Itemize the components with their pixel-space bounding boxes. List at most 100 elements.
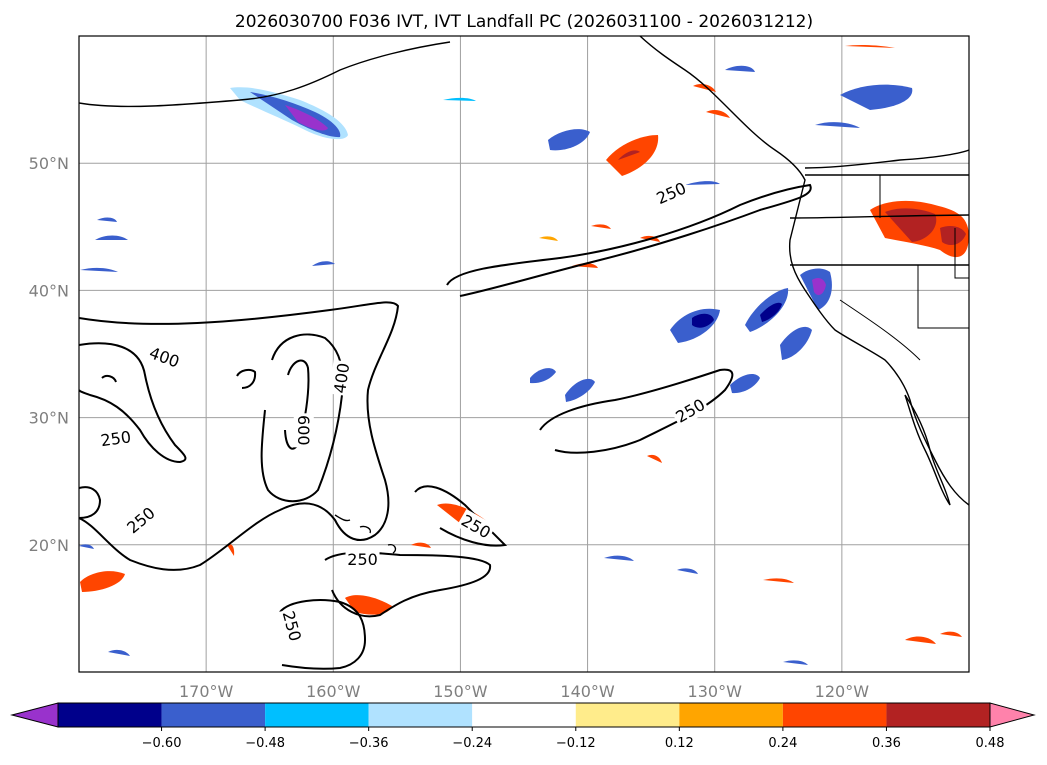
contour-label: 250 <box>345 549 380 570</box>
pc-neg-area <box>565 378 595 402</box>
colorbar-segment <box>161 703 266 727</box>
aleutian-coastline <box>79 41 451 108</box>
colorbar-segment <box>782 703 887 727</box>
contour-label: 400 <box>145 341 184 373</box>
pc-neg-area <box>725 65 755 72</box>
x-tick-label: 140°W <box>560 682 615 701</box>
ivt-contour-250-edge <box>79 486 102 519</box>
pc-pos-area <box>572 263 598 268</box>
canada-border <box>804 149 969 169</box>
state-border <box>839 299 921 361</box>
ivt-contour-600 <box>284 359 310 450</box>
pc-neg-area-canada <box>840 84 913 110</box>
pc-neg-area-coast-peak <box>812 277 826 296</box>
colorbar-tick-label: 0.24 <box>768 736 797 751</box>
pc-neg-area <box>604 555 634 561</box>
pc-pos-area <box>80 571 125 592</box>
hawaii-islands <box>359 525 372 534</box>
pc-pos-area-interior-core <box>940 226 966 246</box>
colorbar-tick-label: −0.60 <box>142 736 182 751</box>
contour-label-bg <box>293 413 314 448</box>
colorbar-tick-label: −0.48 <box>245 736 285 751</box>
pc-neg-area <box>312 261 335 266</box>
ivt-contour-400-center <box>260 333 344 503</box>
pc-neg-area <box>443 97 476 101</box>
contour-label-bg <box>278 606 307 645</box>
pc-pos-area <box>940 631 962 637</box>
x-axis-ticks: 170°W 160°W 150°W 140°W 130°W 120°W <box>179 682 869 701</box>
pc-neg-area <box>783 660 808 665</box>
colorbar-segment <box>472 703 576 727</box>
pc-pos-area <box>647 454 662 463</box>
pc-neg-area <box>530 368 556 384</box>
colorbar-tick-label: −0.12 <box>556 736 596 751</box>
pc-neg-area <box>780 326 812 360</box>
colorbar-tick-label: 0.12 <box>665 736 694 751</box>
colorbar-segment <box>265 703 369 727</box>
pc-pos-area <box>227 544 235 556</box>
y-tick-label: 20°N <box>29 536 69 555</box>
pc-pos-area <box>591 224 611 229</box>
colorbar-segment <box>575 703 680 727</box>
y-tick-label: 50°N <box>29 154 69 173</box>
ivt-contours <box>79 183 812 670</box>
colorbar-extend-min <box>10 702 59 728</box>
x-tick-label: 160°W <box>306 682 361 701</box>
ivt-contour-400 <box>79 342 187 464</box>
pc-pos-area <box>763 578 794 583</box>
x-tick-label: 150°W <box>433 682 488 701</box>
contour-label: 250 <box>97 425 134 451</box>
contour-label-bg <box>456 508 496 544</box>
pc-pos-area <box>845 44 895 48</box>
pc-pos-area <box>411 542 431 548</box>
north-america-coastline <box>639 36 969 506</box>
contour-label: 600 <box>293 413 314 448</box>
y-tick-label: 30°N <box>29 409 69 428</box>
pc-pos-area <box>905 636 936 644</box>
hawaii-islands <box>334 514 351 522</box>
contour-label-bg <box>145 341 184 373</box>
pc-neg-area <box>79 544 94 549</box>
contour-label-bg <box>670 393 710 428</box>
pc-pos-area <box>706 110 730 118</box>
contour-label-text: 250 <box>347 550 378 569</box>
ivt-contour-250-subtropical <box>539 368 734 454</box>
pc-neg-area <box>685 181 720 185</box>
ivt-contour-250-west <box>79 301 400 571</box>
pc-neg-area <box>95 235 128 240</box>
y-axis-ticks: 20°N 30°N 40°N 50°N <box>29 154 69 555</box>
colorbar-segment <box>58 703 162 727</box>
colorbar-segment <box>679 703 783 727</box>
contour-label-text: 250 <box>99 427 132 450</box>
colorbar-segment <box>886 703 990 727</box>
pc-neg-area <box>677 568 698 574</box>
pc-neg-area <box>97 217 117 222</box>
contour-label-bg <box>121 501 161 539</box>
pc-neg-area <box>815 122 860 128</box>
chart-title: 2026030700 F036 IVT, IVT Landfall PC (20… <box>235 12 813 32</box>
colorbar-tick-label: −0.24 <box>452 736 492 751</box>
contour-label-text: 600 <box>294 415 313 446</box>
contour-label-bg <box>328 359 354 397</box>
baja-coastline <box>904 394 951 506</box>
map-frame <box>78 35 970 673</box>
ivt-contour-small <box>101 374 117 383</box>
pc-pos-area <box>539 236 558 241</box>
pc-neg-area <box>730 374 760 394</box>
map-background <box>79 36 969 672</box>
contour-label: 400 <box>328 359 354 397</box>
y-tick-label: 40°N <box>29 281 69 300</box>
pc-pos-area <box>606 135 659 176</box>
x-tick-label: 170°W <box>179 682 234 701</box>
contour-label-bg <box>651 176 691 209</box>
pc-neg-area <box>548 129 590 151</box>
colorbar-tick-label: 0.48 <box>976 736 1005 751</box>
pc-neg-area-core <box>760 302 782 322</box>
contour-label-bg <box>345 549 380 570</box>
pc-neg-area <box>108 649 130 656</box>
coastlines <box>79 36 969 554</box>
state-border <box>789 214 969 219</box>
hawaii-islands <box>387 543 397 554</box>
